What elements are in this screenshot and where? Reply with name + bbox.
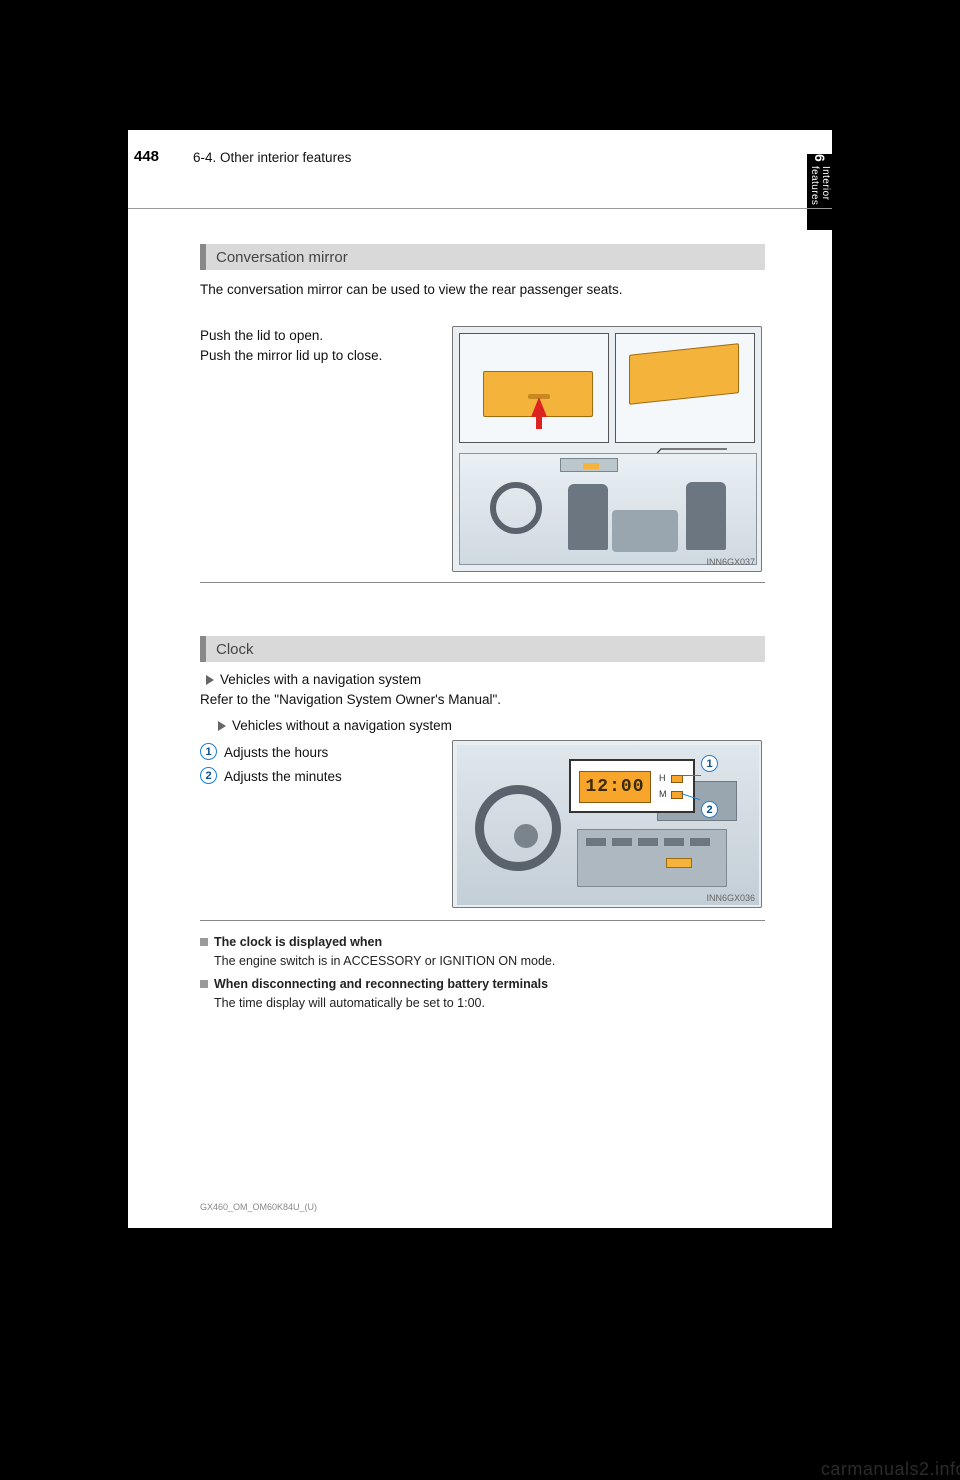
steering-wheel-icon (475, 785, 561, 871)
section-heading-conversation-mirror: Conversation mirror (200, 244, 765, 270)
dashboard-illustration: 12:00 H M 1 2 (457, 745, 759, 905)
bullet-triangle-icon (218, 721, 226, 731)
label-m: M (659, 789, 667, 799)
cabin-illustration (459, 453, 757, 565)
bullet-triangle-icon (206, 675, 214, 685)
footer-doc-id: GX460_OM_OM60K84U_(U) (200, 1202, 317, 1212)
highlighted-button-icon (666, 858, 692, 868)
chapter-heading: 6-4. Other interior features (193, 148, 351, 168)
section-heading-clock: Clock (200, 636, 765, 662)
figure-conversation-mirror: INN6GX037 (452, 326, 762, 572)
clock-item-2: Adjusts the minutes (224, 767, 444, 787)
section1-intro: The conversation mirror can be used to v… (200, 280, 760, 300)
section1-body: Push the lid to open. Push the mirror li… (200, 326, 442, 365)
header-rule (128, 208, 832, 209)
callout-badge-2: 2 (701, 801, 718, 818)
hour-button-icon (671, 775, 683, 783)
clock-panel: 12:00 H M (569, 759, 695, 813)
rear-seat-icon (686, 482, 726, 550)
watermark: carmanuals2.info (821, 1459, 960, 1480)
center-console-icon (612, 510, 678, 552)
note-a-title: The clock is displayed when (214, 933, 762, 951)
center-stack-icon (577, 829, 727, 887)
front-seat-icon (568, 484, 608, 550)
clock-item-1: Adjusts the hours (224, 743, 444, 763)
callout-circle-2: 2 (200, 767, 217, 784)
section-title: Conversation mirror (216, 249, 348, 266)
steering-wheel-icon (490, 482, 542, 534)
push-arrow-icon (531, 397, 547, 417)
note-b-text: The time display will automatically be s… (214, 994, 762, 1013)
note-a-text: The engine switch is in ACCESSORY or IGN… (214, 952, 762, 970)
clock-lcd: 12:00 (579, 771, 651, 803)
clock-nav-detail: Refer to the "Navigation System Owner's … (200, 690, 760, 710)
clock-nav-line: Vehicles with a navigation system (220, 670, 760, 690)
side-tab-number: 6 (812, 154, 828, 162)
leader-line (681, 775, 701, 776)
manual-page: 448 6-4. Other interior features 6 Inter… (128, 130, 832, 1228)
square-bullet-icon (200, 938, 208, 946)
section1-rule (200, 582, 765, 583)
page-number: 448 (134, 148, 159, 165)
figure-clock: 12:00 H M 1 2 INN6GX036 (452, 740, 762, 908)
side-tab: 6 Interior features (807, 154, 833, 230)
section2-rule (200, 920, 765, 921)
section-title: Clock (216, 641, 254, 658)
label-h: H (659, 773, 666, 783)
callout-circle-1: 1 (200, 743, 217, 760)
clock-nonav-line: Vehicles without a navigation system (232, 716, 752, 736)
overhead-console-icon (560, 458, 618, 472)
callout-badge-1: 1 (701, 755, 718, 772)
figure2-id: INN6GX036 (706, 893, 755, 903)
square-bullet-icon (200, 980, 208, 988)
note-b-title: When disconnecting and reconnecting batt… (214, 975, 762, 993)
side-tab-label: Interior features (809, 166, 831, 230)
figure1-id: INN6GX037 (706, 557, 755, 567)
